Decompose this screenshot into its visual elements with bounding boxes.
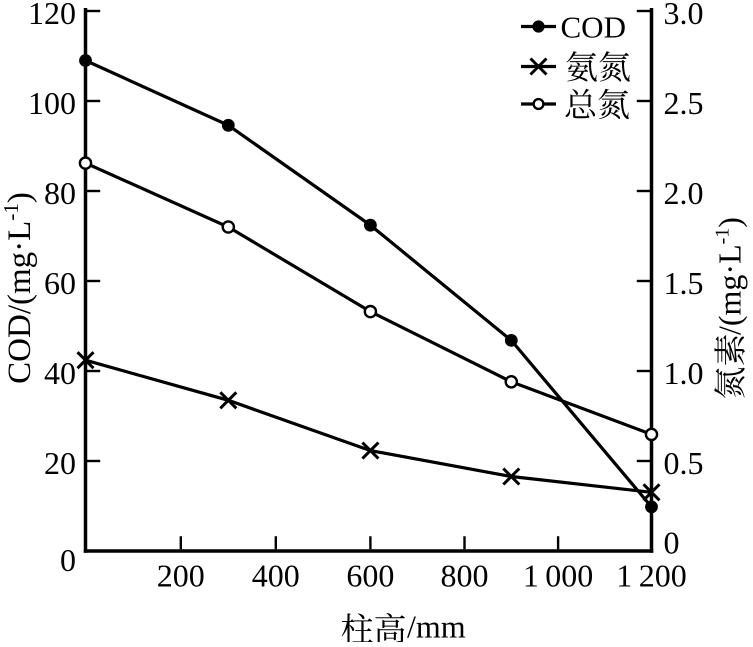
- svg-text:60: 60: [44, 265, 76, 301]
- svg-text:0: 0: [664, 525, 680, 561]
- svg-text:400: 400: [252, 558, 300, 594]
- svg-text:1 000: 1 000: [523, 558, 593, 594]
- svg-text:2.5: 2.5: [664, 85, 704, 121]
- svg-text:1 200: 1 200: [616, 558, 686, 594]
- svg-text:COD: COD: [561, 10, 626, 45]
- svg-text:200: 200: [157, 558, 205, 594]
- svg-text:COD/(mg·L-1): COD/(mg·L-1): [0, 192, 38, 384]
- svg-text:0.5: 0.5: [664, 445, 704, 481]
- svg-text:600: 600: [346, 558, 394, 594]
- svg-text:800: 800: [441, 558, 489, 594]
- svg-text:80: 80: [44, 175, 76, 211]
- svg-text:3.0: 3.0: [664, 0, 704, 31]
- svg-text:40: 40: [44, 355, 76, 391]
- svg-text:/mm: /mm: [407, 609, 466, 643]
- svg-text:100: 100: [28, 85, 76, 121]
- svg-text:0: 0: [60, 542, 76, 578]
- svg-text:1.5: 1.5: [664, 265, 704, 301]
- svg-text:120: 120: [28, 0, 76, 31]
- svg-text:20: 20: [44, 445, 76, 481]
- svg-text:1.0: 1.0: [664, 355, 704, 391]
- svg-text:2.0: 2.0: [664, 175, 704, 211]
